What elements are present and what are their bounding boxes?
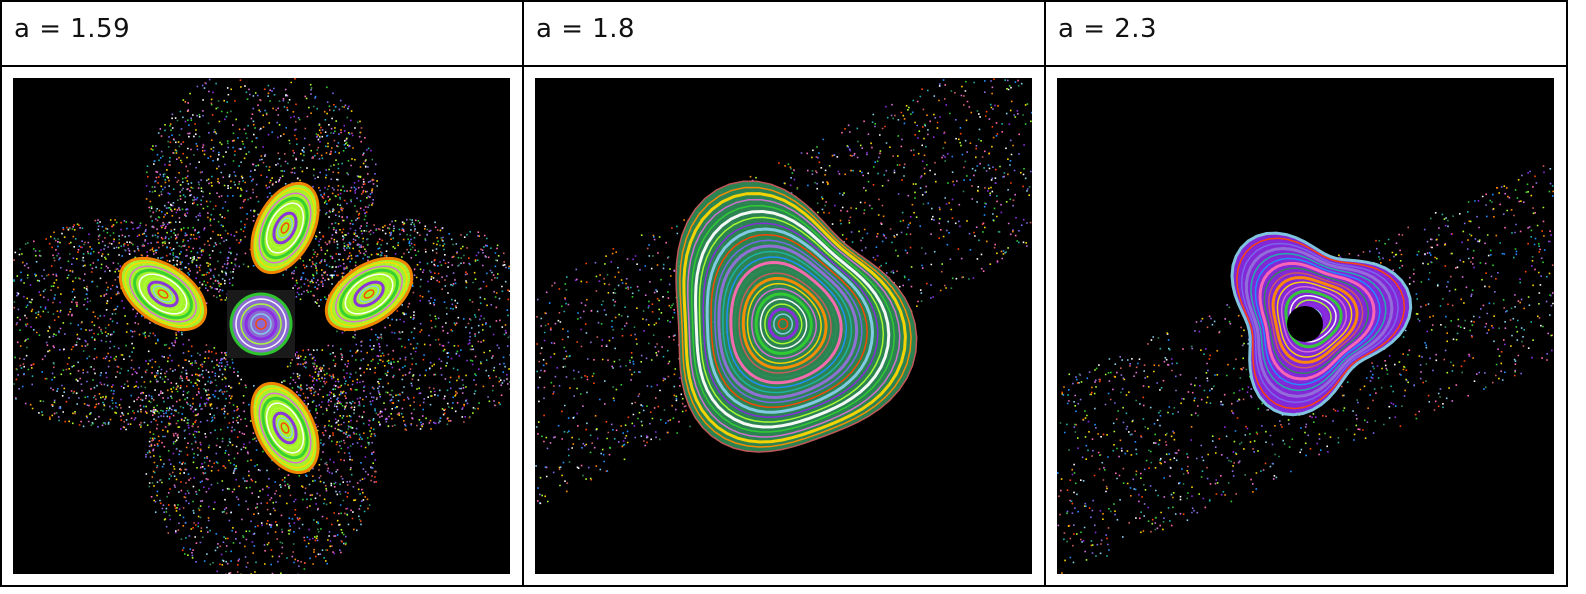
panel-2-label: a = 1.8 [536,14,636,44]
table-border-top [0,0,1568,2]
panel-table: a = 1.59 a = 1.8 a = 2.3 [0,0,1568,587]
table-header-divider [0,65,1568,67]
orbit-plot-1 [13,78,510,574]
panel-3-label: a = 2.3 [1058,14,1158,44]
panel-1-plot [13,78,510,574]
orbit-plot-2 [535,78,1032,505]
panel-3-plot [1057,78,1554,574]
table-divider-1 [522,0,524,587]
panel-1-label: a = 1.59 [14,14,131,44]
table-divider-2 [1044,0,1046,587]
orbit-plot-3 [1057,165,1554,574]
table-border-left [0,0,2,587]
table-border-right [1566,0,1568,587]
panel-2-plot [535,78,1032,574]
table-border-bottom [0,585,1568,587]
